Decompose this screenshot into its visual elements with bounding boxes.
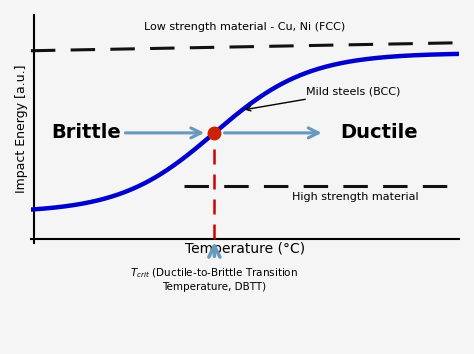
- X-axis label: Temperature (°C): Temperature (°C): [185, 242, 305, 256]
- Text: High strength material: High strength material: [292, 192, 419, 202]
- Y-axis label: Impact Energy [a.u.]: Impact Energy [a.u.]: [16, 65, 28, 193]
- Text: Mild steels (BCC): Mild steels (BCC): [246, 86, 401, 111]
- Text: $T_{crit}$ (Ductile-to-Brittle Transition
Temperature, DBTT): $T_{crit}$ (Ductile-to-Brittle Transitio…: [130, 267, 299, 292]
- Text: Low strength material - Cu, Ni (FCC): Low strength material - Cu, Ni (FCC): [145, 22, 346, 32]
- Text: Brittle: Brittle: [51, 124, 121, 142]
- Text: Ductile: Ductile: [341, 124, 419, 142]
